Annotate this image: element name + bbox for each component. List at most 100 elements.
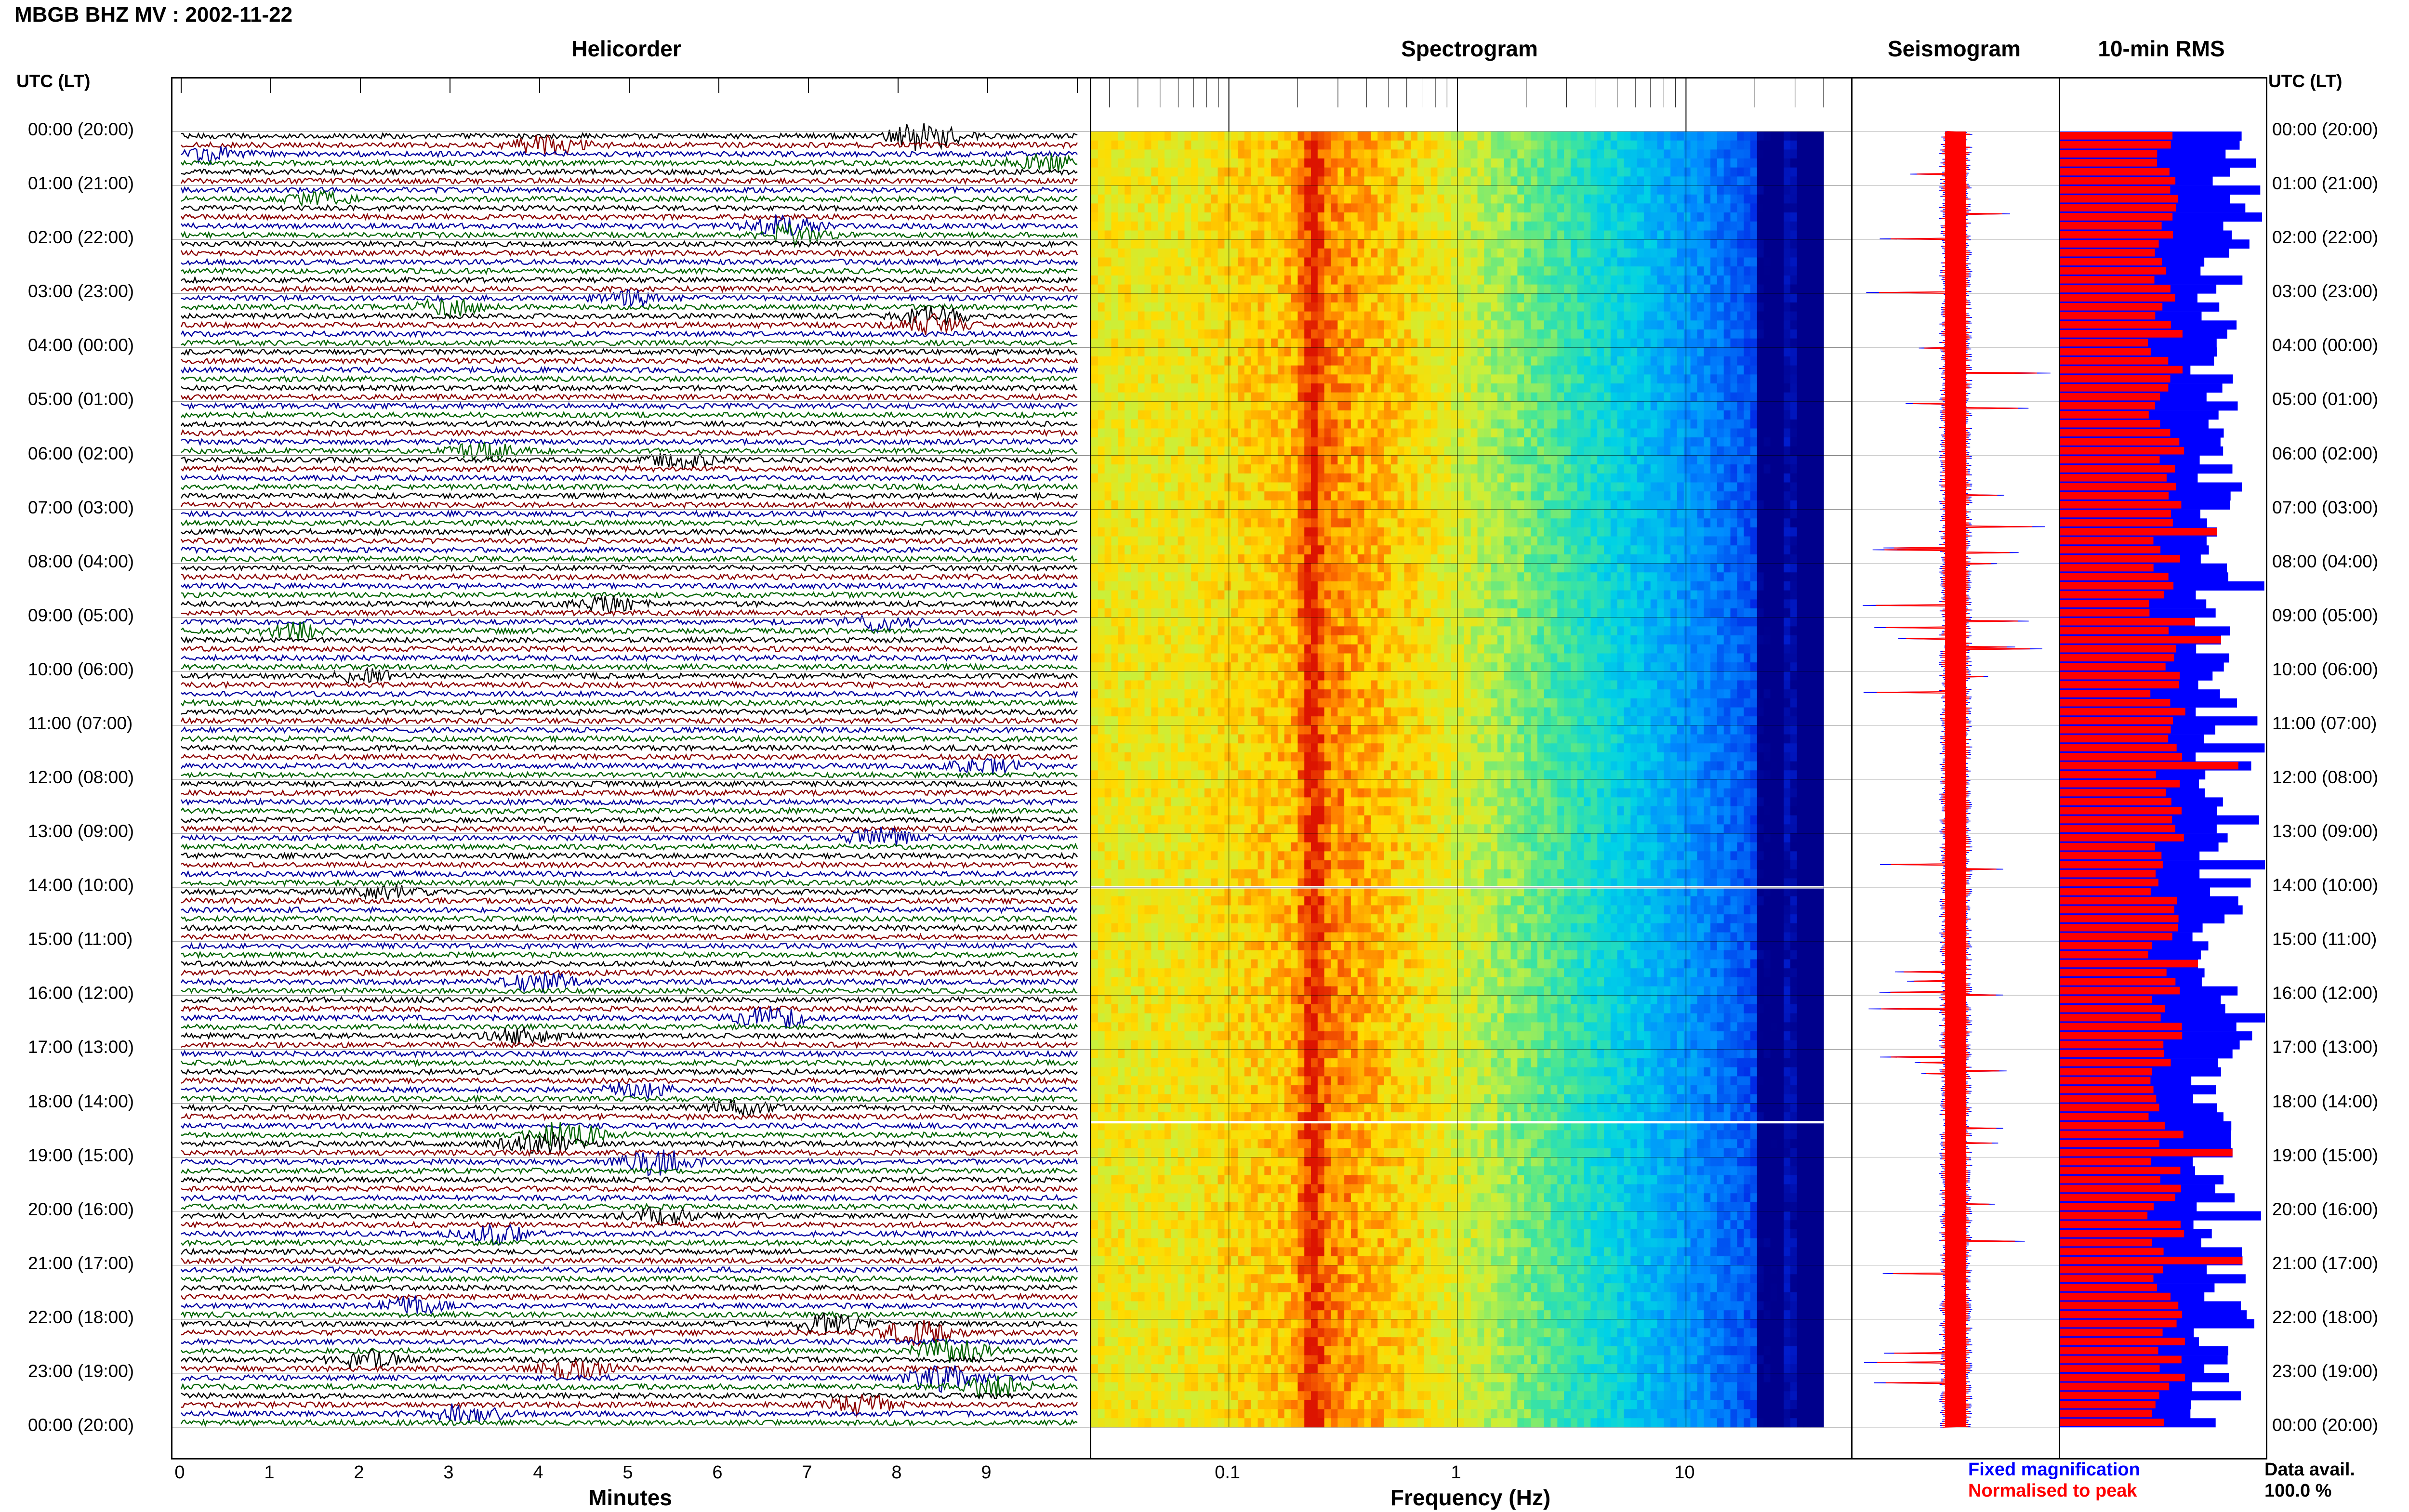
rms-bar-normalised: [2060, 555, 2180, 563]
helicorder-trace: [181, 654, 1078, 662]
helicorder-trace: [180, 546, 1078, 554]
spectrogram-row: [1091, 257, 1824, 267]
helicorder-trace: [181, 950, 1078, 960]
spectrogram-row: [1091, 509, 1824, 519]
spectrogram-row: [1091, 1382, 1824, 1392]
seismogram-normalised-trace: [1876, 131, 2037, 1428]
rms-bar-normalised: [2060, 1005, 2165, 1012]
time-tick-label: 20:00 (16:00): [28, 1199, 134, 1219]
rms-bar-normalised: [2060, 708, 2185, 716]
rms-bar-normalised: [2060, 923, 2178, 932]
spectrogram-row: [1091, 878, 1824, 888]
rms-bar-normalised: [2060, 546, 2161, 553]
time-tick-label: 12:00 (08:00): [2272, 767, 2379, 787]
helicorder-trace: [181, 851, 1078, 860]
helicorder-trace: [181, 842, 1078, 851]
helicorder-trace: [180, 667, 1078, 684]
spectrogram-row: [1091, 896, 1824, 906]
rms-bar-normalised: [2060, 321, 2171, 329]
time-tick-label: 05:00 (01:00): [28, 389, 134, 409]
helicorder-trace: [181, 258, 1078, 266]
rms-bar-normalised: [2060, 357, 2169, 365]
helicorder-trace: [181, 861, 1078, 869]
rms-bar-normalised: [2060, 375, 2171, 383]
helicorder-trace: [181, 348, 1078, 356]
rms-title: 10-min RMS: [2098, 36, 2225, 61]
time-tick-label: 19:00 (15:00): [28, 1145, 134, 1165]
helicorder-trace: [181, 1203, 1078, 1211]
spectrogram-row: [1091, 887, 1824, 897]
time-tick-label: 21:00 (17:00): [2272, 1253, 2379, 1273]
spectrogram-row: [1091, 194, 1824, 204]
rms-bar-normalised: [2060, 1373, 2185, 1381]
rms-bar-normalised: [2060, 609, 2150, 617]
spectrogram-row: [1091, 365, 1824, 375]
rms-bar-normalised: [2060, 258, 2162, 266]
time-tick-label: 14:00 (10:00): [2272, 875, 2379, 895]
spectrogram-row: [1091, 230, 1824, 240]
rms-bar-normalised: [2060, 888, 2151, 895]
helicorder-trace: [180, 537, 1078, 545]
helicorder-trace: [181, 905, 1078, 914]
helicorder-trace: [180, 500, 1078, 510]
spectrogram-row: [1091, 1265, 1824, 1275]
spectrogram-row: [1091, 752, 1824, 762]
spectrogram-row: [1091, 1148, 1824, 1157]
helicorder-trace: [180, 239, 1078, 249]
spectrogram-row: [1091, 824, 1824, 834]
spectrogram-row: [1091, 1328, 1824, 1338]
time-tick-label: 10:00 (06:00): [28, 659, 134, 679]
helicorder-panel: [171, 77, 1091, 1459]
spectrogram-row: [1091, 500, 1824, 510]
rms-bar-normalised: [2060, 186, 2171, 194]
helicorder-trace: [181, 825, 1078, 833]
page-title: MBGB BHZ MV : 2002-11-22: [14, 3, 293, 26]
spectrogram-row: [1091, 1103, 1824, 1113]
helicorder-trace: [180, 177, 1078, 185]
spectrogram-row: [1091, 284, 1824, 294]
spectrogram-row: [1091, 158, 1824, 168]
time-tick-label: 12:00 (08:00): [28, 767, 134, 787]
helicorder-trace: [181, 1175, 1078, 1184]
spectrogram-row: [1091, 626, 1824, 636]
helicorder-trace: [181, 1403, 1078, 1423]
helicorder-trace: [181, 942, 1078, 950]
rms-bar-normalised: [2060, 1194, 2175, 1201]
spectrogram-row: [1091, 203, 1824, 213]
time-tick-label: 19:00 (15:00): [2272, 1145, 2379, 1165]
rms-bar-normalised: [2060, 789, 2166, 797]
helicorder-trace: [181, 595, 1078, 615]
rms-bar-normalised: [2060, 1086, 2154, 1093]
rms-bar-normalised: [2060, 1175, 2160, 1183]
helicorder-x-tick-label: 1: [264, 1462, 275, 1483]
spectrogram-row: [1091, 1067, 1824, 1077]
spectrogram-row: [1091, 1409, 1824, 1419]
spectrogram-row: [1091, 797, 1824, 807]
helicorder-trace: [180, 734, 1078, 743]
rms-bar-normalised: [2060, 222, 2162, 230]
helicorder-trace: [181, 827, 1078, 847]
helicorder-trace: [180, 212, 1078, 222]
rms-bar-normalised: [2060, 879, 2158, 887]
rms-bar-normalised: [2060, 195, 2178, 203]
helicorder-trace: [181, 1295, 1078, 1315]
spectrogram-row: [1091, 1256, 1824, 1266]
rms-bar-normalised: [2060, 861, 2163, 868]
frequency-axis-label: Frequency (Hz): [1390, 1485, 1551, 1510]
spectrogram-row: [1091, 761, 1824, 771]
spectrogram-row: [1091, 842, 1824, 852]
rms-bar-normalised: [2060, 906, 2174, 914]
helicorder-trace: [181, 1223, 1078, 1246]
helicorder-trace: [181, 1194, 1078, 1202]
spectrogram-row: [1091, 653, 1824, 663]
rms-bar-normalised: [2060, 996, 2152, 1003]
rms-bar-normalised: [2060, 1050, 2164, 1058]
spectrogram-row: [1091, 932, 1824, 942]
spectrogram-row: [1091, 1364, 1824, 1374]
rms-bar-normalised: [2060, 500, 2182, 509]
spectrogram-row: [1091, 491, 1824, 501]
spectrogram-row: [1091, 707, 1824, 717]
spectrogram-row: [1091, 428, 1824, 438]
helicorder-trace: [180, 249, 1078, 257]
time-tick-label: 09:00 (05:00): [2272, 605, 2379, 625]
